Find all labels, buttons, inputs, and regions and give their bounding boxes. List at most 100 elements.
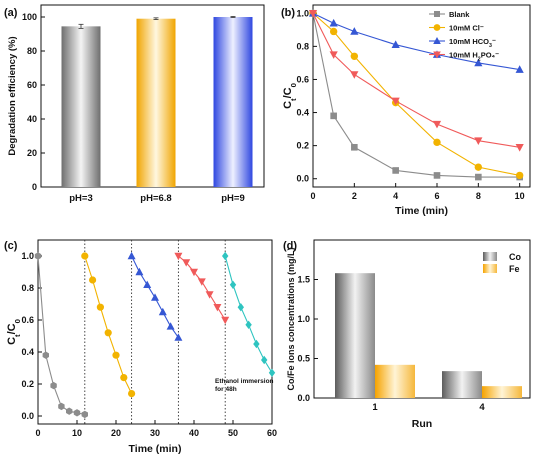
data-point xyxy=(515,65,524,73)
y-tick-label: 60 xyxy=(27,80,37,90)
series-line-3 xyxy=(312,13,520,148)
x-axis-label: Run xyxy=(412,418,432,430)
panel-c: (c) 0.0 0.2 0.4 0.6 0.8 1.0 0 10 20 30 40 50 60 Time (… xyxy=(4,239,277,455)
data-point xyxy=(89,276,97,284)
data-point xyxy=(182,259,191,267)
plot-frame xyxy=(37,239,273,425)
y-tick-label: 0.0 xyxy=(297,393,310,403)
x-tick-label: 60 xyxy=(267,428,277,438)
data-point xyxy=(127,251,136,260)
y-axis-label-part: t xyxy=(289,98,298,101)
y-tick-label: 0.4 xyxy=(296,108,309,118)
data-point xyxy=(222,251,229,261)
data-point xyxy=(166,322,175,330)
y-tick-label: 0.8 xyxy=(21,283,34,293)
data-point xyxy=(73,409,81,417)
y-tick-label: 1.0 xyxy=(297,314,310,324)
data-point xyxy=(350,27,359,35)
data-point xyxy=(432,120,442,129)
data-point xyxy=(174,333,183,341)
y-tick-label: 0.6 xyxy=(21,315,34,325)
data-point xyxy=(350,71,359,79)
legend-label-part: 2 xyxy=(478,57,481,63)
y-tick-label: 40 xyxy=(27,114,37,124)
y-tick-label: 1.5 xyxy=(297,275,310,285)
data-point xyxy=(112,351,120,359)
data-point xyxy=(308,9,318,18)
bar-co xyxy=(335,273,375,398)
data-point xyxy=(515,143,524,152)
data-point xyxy=(329,18,338,27)
data-point xyxy=(135,267,144,276)
data-point xyxy=(81,252,89,260)
data-point xyxy=(433,138,441,147)
y-tick-label: 20 xyxy=(27,148,37,158)
legend-marker xyxy=(433,51,441,59)
data-point xyxy=(50,381,57,390)
data-point xyxy=(474,163,483,171)
y-tick-label: 80 xyxy=(27,46,37,56)
data-point xyxy=(474,137,483,145)
legend-label: 10mM Cl⁻ xyxy=(449,24,484,33)
bar xyxy=(61,26,101,187)
data-point xyxy=(245,320,252,329)
legend-label-part: 10mM HCO xyxy=(449,37,489,46)
x-tick-label: 20 xyxy=(111,428,121,438)
legend-label-part: ⁻ xyxy=(492,37,496,46)
series-line-4 xyxy=(224,255,273,374)
panel-d: (d) 0.0 0.5 1.0 1.5Co/Fe ions concentrations… xyxy=(283,239,531,430)
legend-marker xyxy=(433,37,441,44)
x-tick-label: 4 xyxy=(393,191,398,201)
legend-marker xyxy=(433,24,441,31)
data-point xyxy=(261,355,268,365)
y-axis-label: Degradation efficiency (%) xyxy=(7,36,18,155)
data-point xyxy=(174,252,183,261)
panel-b: (b) 0.0 0.2 0.4 0.6 0.8 1.0 0 2 4 6 8 10 Time (min) Ct… xyxy=(281,4,531,217)
legend-swatch xyxy=(483,264,497,273)
y-tick-label: 100 xyxy=(22,12,37,22)
panel-a: (a) 0 20 40 60 80 100 Degradation efficiency (%… xyxy=(4,4,265,204)
y-axis-label: Ct/C0 xyxy=(6,319,22,345)
data-point xyxy=(205,291,214,299)
panel-label: (c) xyxy=(4,240,18,252)
data-point xyxy=(58,402,65,411)
bar-fe xyxy=(482,386,522,398)
x-tick-label: 6 xyxy=(434,191,439,201)
data-point xyxy=(253,339,260,349)
data-point xyxy=(350,52,359,60)
x-tick-label: 50 xyxy=(228,428,238,438)
y-tick-label: 0.8 xyxy=(296,41,309,51)
data-point xyxy=(96,303,104,311)
panel-label: (b) xyxy=(281,7,295,19)
y-axis-label: Co/Fe ions concentrations (mg/L) xyxy=(286,247,296,390)
x-tick-label: 4 xyxy=(479,402,485,413)
x-tick-label: 30 xyxy=(150,428,160,438)
series-line-3 xyxy=(178,255,226,321)
y-axis-label: Ct/C0 xyxy=(282,83,298,109)
y-tick-label: 0.2 xyxy=(21,379,34,389)
legend-label-part: ⁻ xyxy=(480,24,484,33)
y-tick-label: 0.2 xyxy=(296,141,309,151)
legend-label-part: 3 xyxy=(489,43,492,49)
y-axis-label-part: t xyxy=(13,334,22,337)
bar xyxy=(136,18,176,188)
data-point xyxy=(474,58,483,67)
data-point xyxy=(213,304,222,312)
data-point xyxy=(392,167,399,174)
data-point xyxy=(143,280,152,288)
legend-label: 10mM HCO3⁻ xyxy=(449,37,496,49)
data-point xyxy=(329,27,338,36)
data-point xyxy=(128,390,136,398)
data-point xyxy=(433,172,441,179)
legend-label-part: Blank xyxy=(449,10,470,19)
data-point xyxy=(158,307,167,316)
data-point xyxy=(197,278,206,286)
bar xyxy=(213,17,253,187)
data-point xyxy=(268,368,276,377)
bar-fe xyxy=(375,364,415,398)
data-point xyxy=(237,303,244,312)
x-tick-label: pH=3 xyxy=(69,193,93,204)
x-tick-label: 10 xyxy=(515,191,525,201)
x-tick-label: 2 xyxy=(352,191,357,201)
y-tick-label: 0 xyxy=(32,182,37,192)
